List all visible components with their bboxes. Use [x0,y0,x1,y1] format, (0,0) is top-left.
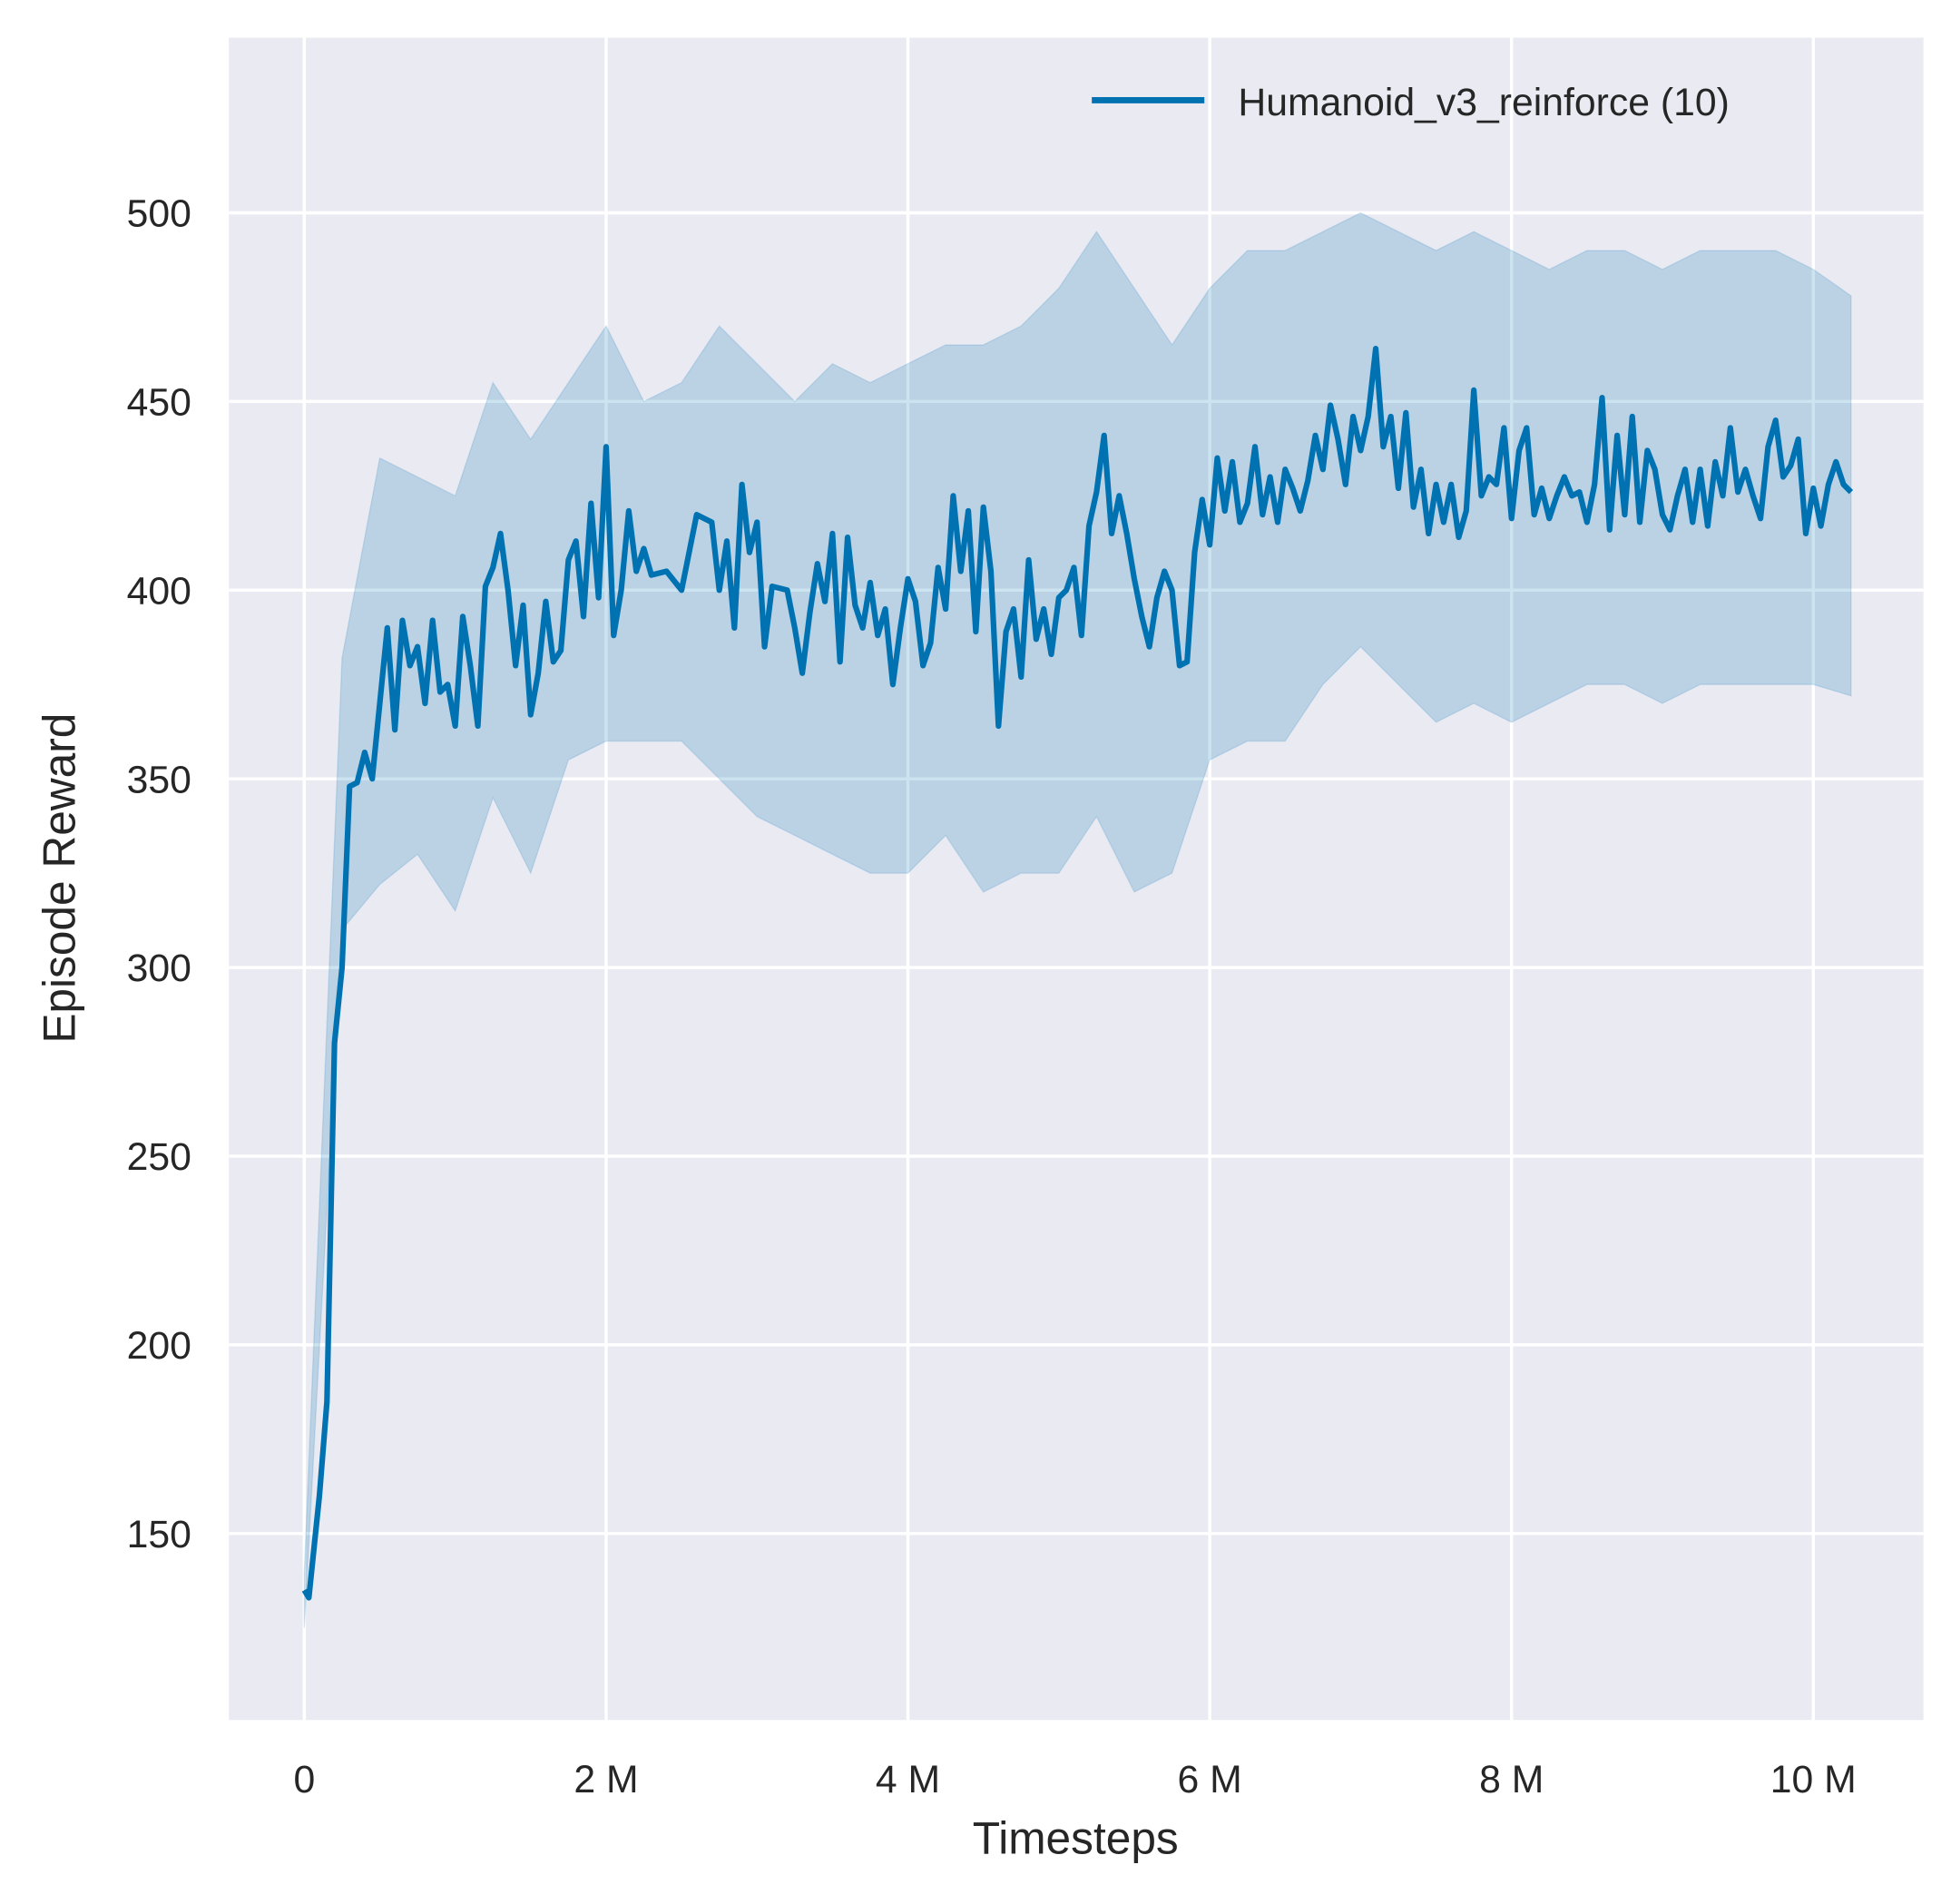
y-axis-label: Episode Reward [34,713,85,1044]
y-tick-label: 350 [127,758,191,801]
series-lines [301,346,1854,1601]
confidence-band [303,211,1852,1628]
x-axis-label: Timesteps [973,1813,1179,1864]
legend-label: Humanoid_v3_reinforce (10) [1238,81,1729,124]
y-tick-labels: 150 200 250 300 350 400 450 500 [127,192,191,1556]
legend: Humanoid_v3_reinforce (10) [1092,81,1730,124]
plot-background [229,37,1924,1721]
y-tick-label: 300 [127,947,191,990]
confidence-band-area [303,211,1852,1628]
x-tick-labels: 0 2 M 4 M 6 M 8 M 10 M [293,1758,1856,1801]
y-tick-label: 450 [127,381,191,425]
series-line-mean [301,346,1854,1601]
x-tick-label: 6 M [1178,1758,1242,1801]
y-tick-label: 500 [127,192,191,236]
x-tick-label: 10 M [1770,1758,1857,1801]
x-tick-label: 8 M [1479,1758,1544,1801]
y-tick-label: 400 [127,569,191,613]
y-tick-label: 200 [127,1324,191,1368]
x-tick-label: 2 M [574,1758,638,1801]
y-tick-label: 250 [127,1135,191,1179]
y-tick-label: 150 [127,1513,191,1556]
gridlines [229,37,1924,1721]
x-tick-label: 0 [293,1758,315,1801]
x-tick-label: 4 M [876,1758,940,1801]
